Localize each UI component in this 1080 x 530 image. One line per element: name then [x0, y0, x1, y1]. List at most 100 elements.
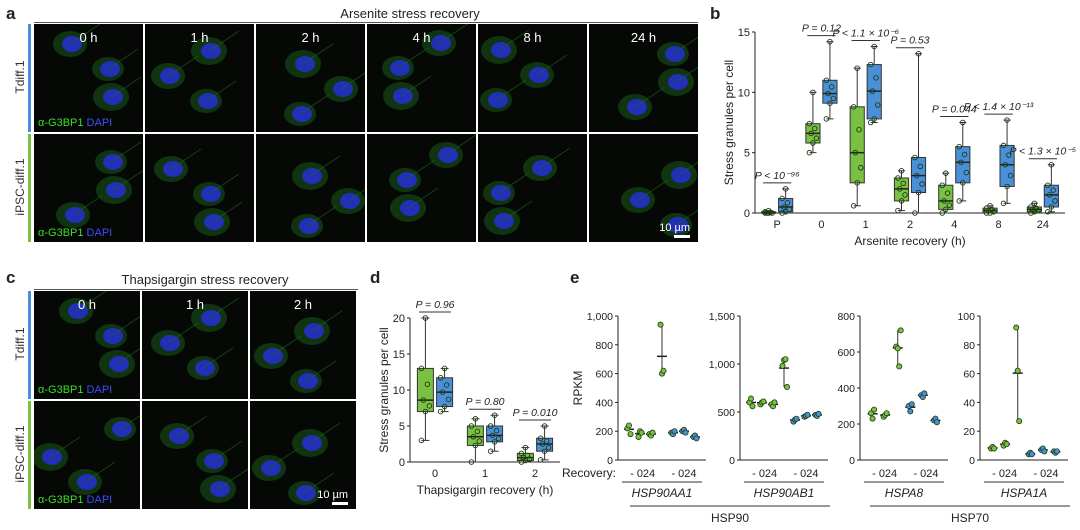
y-tick-label: 400: [595, 397, 613, 409]
recovery-tick-label: - 024: [1033, 468, 1058, 480]
data-point: [1006, 152, 1012, 158]
data-point: [956, 198, 962, 204]
recovery-tick-label: - 024: [992, 468, 1017, 480]
data-point: [919, 181, 925, 187]
x-tick-label: 0: [432, 468, 438, 480]
micrograph-cell: 1 h: [142, 291, 248, 399]
data-point: [782, 356, 789, 363]
box-iqr: [955, 146, 971, 184]
data-point: [1028, 204, 1034, 210]
data-point: [823, 116, 830, 122]
row-color-bar: [28, 24, 31, 132]
scale-bar: 10 µm: [317, 489, 348, 505]
stain-blue-label: DAPI: [83, 384, 113, 396]
data-point: [850, 203, 857, 209]
micrograph-cell: 24 h: [589, 24, 698, 132]
y-tick-label: 600: [837, 347, 855, 359]
data-point: [476, 438, 483, 444]
data-point: [827, 100, 833, 106]
data-point: [472, 416, 479, 422]
y-tick-label: 40: [963, 397, 975, 409]
y-tick-label: 1,000: [709, 359, 735, 371]
micrograph-cell: 2 h: [250, 291, 356, 399]
data-point: [896, 186, 903, 192]
data-point: [912, 210, 918, 216]
y-tick-label: 200: [837, 419, 855, 431]
data-point: [915, 189, 922, 196]
data-point: [806, 149, 813, 156]
data-point: [1033, 205, 1039, 211]
x-tick-label: 2: [907, 219, 913, 231]
box-iqr: [849, 106, 865, 184]
micrograph-cell: 10 µm: [589, 134, 698, 242]
data-point: [524, 452, 531, 459]
data-point: [1014, 367, 1021, 374]
data-point: [900, 180, 907, 187]
data-point: [1048, 204, 1055, 210]
y-tick-label: 60: [963, 369, 975, 381]
data-point: [943, 206, 949, 213]
data-point: [956, 143, 962, 150]
data-point: [418, 365, 425, 372]
recovery-tick-label: - 024: [872, 468, 897, 480]
data-point: [808, 130, 814, 137]
data-point: [912, 154, 918, 161]
y-tick-label: 0: [729, 455, 735, 467]
data-point: [917, 163, 924, 170]
data-point: [657, 321, 664, 328]
x-tick-label: 0: [818, 219, 824, 231]
micrograph-cell: [142, 401, 248, 509]
data-point: [1050, 187, 1056, 193]
data-point: [1041, 448, 1048, 455]
y-tick-label: 80: [963, 340, 975, 352]
data-point: [867, 119, 874, 126]
data-point: [441, 365, 448, 372]
data-point: [828, 84, 835, 90]
micrograph-cell: 0 h α-G3BP1 DAPI: [34, 24, 143, 132]
stain-legend: α-G3BP1 DAPI: [38, 117, 112, 129]
y-tick-label: 0: [399, 457, 405, 469]
data-point: [898, 198, 905, 204]
data-point: [771, 399, 778, 406]
data-point: [1045, 209, 1051, 215]
micrograph-cell: 10 µm: [250, 401, 356, 509]
data-point: [437, 375, 444, 381]
stain-blue-label: DAPI: [83, 227, 113, 239]
data-point: [897, 327, 904, 334]
data-point: [472, 442, 479, 449]
data-point: [660, 367, 667, 374]
data-point: [491, 439, 498, 445]
micrograph-cell: [478, 134, 587, 242]
data-point: [810, 140, 816, 146]
data-point: [811, 125, 818, 132]
data-point: [626, 422, 633, 429]
panel-label-a: a: [6, 4, 16, 23]
row-label: Tdiff.1: [13, 60, 27, 94]
data-point: [1045, 182, 1051, 188]
y-tick-label: 15: [738, 27, 750, 39]
data-point: [991, 445, 998, 452]
recovery-tick-label: - 024: [793, 468, 818, 480]
row-color-bar: [28, 134, 31, 242]
data-point: [443, 382, 450, 388]
data-point: [1004, 183, 1010, 190]
data-point: [439, 389, 446, 395]
data-point: [420, 397, 427, 403]
data-point: [883, 410, 890, 417]
recovery-tick-label: - 024: [671, 468, 696, 480]
data-point: [671, 428, 678, 435]
data-point: [1053, 448, 1060, 455]
micrograph-cell: [367, 134, 476, 242]
data-point: [867, 61, 874, 68]
stain-green-label: α-G3BP1: [38, 384, 84, 396]
stain-legend: α-G3BP1 DAPI: [38, 227, 112, 239]
data-point: [762, 209, 768, 215]
x-tick-label: 8: [996, 219, 1002, 231]
gene-name: HSPA1A: [1001, 486, 1047, 500]
data-point: [871, 406, 878, 413]
data-point: [873, 75, 879, 81]
data-point: [1013, 324, 1020, 331]
micrograph-cell: 1 h: [145, 24, 254, 132]
recovery-tick-label: - 024: [752, 468, 777, 480]
data-point: [933, 419, 940, 426]
